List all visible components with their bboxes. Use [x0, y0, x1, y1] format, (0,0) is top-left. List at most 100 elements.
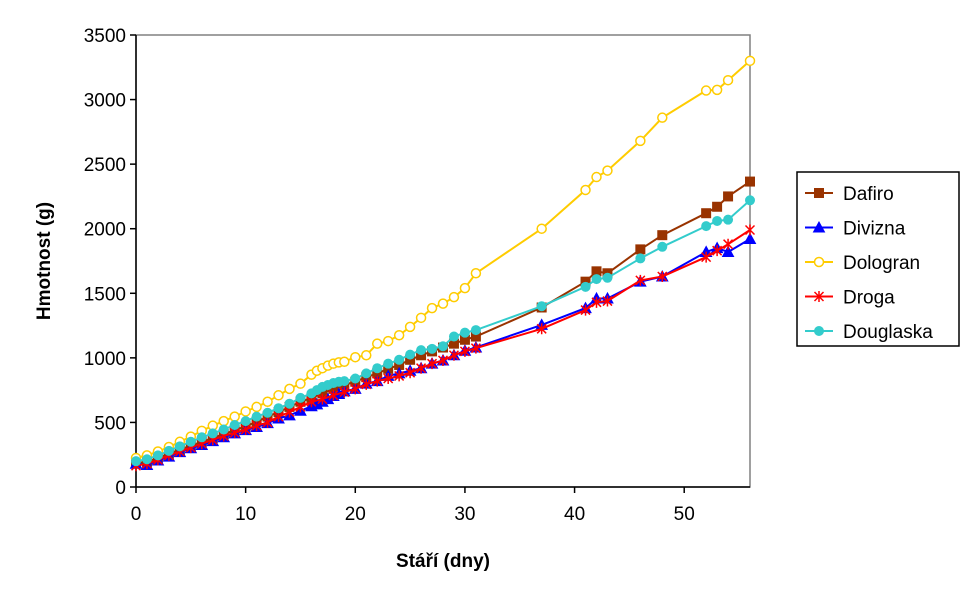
y-tick-label: 1500 [84, 284, 126, 305]
data-point-droga [701, 251, 712, 263]
data-point-droga [405, 367, 416, 379]
data-point-dologran [350, 351, 361, 363]
data-point-douglaska [712, 215, 723, 226]
data-point-droga [416, 362, 427, 374]
legend-label: Dafiro [843, 184, 894, 205]
data-point-droga [427, 358, 438, 370]
data-point-douglaska [427, 343, 438, 354]
series-line-droga [135, 229, 751, 467]
legend-item-dologran: Dologran [805, 253, 920, 274]
x-tick-label: 20 [345, 504, 366, 525]
data-point-douglaska [174, 441, 185, 452]
data-point-douglaska [394, 354, 405, 365]
data-point-droga [602, 295, 613, 307]
data-point-dologran [284, 383, 295, 395]
data-point-dologran [339, 356, 350, 367]
data-point-dafiro [635, 244, 646, 255]
legend-label: Divizna [843, 219, 906, 240]
data-point-dologran [273, 390, 284, 401]
data-point-dologran [426, 302, 438, 314]
data-point-droga [744, 224, 756, 236]
data-point-droga [350, 383, 361, 395]
series-douglaska [131, 195, 755, 467]
data-point-dologran [470, 268, 482, 279]
data-point-dologran [602, 165, 613, 176]
data-point-dologran [448, 291, 460, 303]
data-point-droga [372, 375, 383, 387]
data-point-dologran [711, 84, 723, 96]
data-point-dologran [459, 282, 471, 294]
legend-label: Dologran [843, 253, 920, 274]
data-point-douglaska [196, 432, 207, 443]
data-point-douglaska [131, 456, 141, 467]
legend-marker [813, 256, 825, 268]
data-point-divizna [721, 245, 735, 257]
legend: Dafiro Divizna Dologran Droga Douglaska [796, 171, 960, 347]
data-point-dologran [295, 378, 306, 389]
data-point-dologran [437, 298, 449, 309]
data-point-douglaska [470, 325, 481, 336]
x-tick-label: 30 [454, 504, 475, 525]
y-tick-label: 0 [115, 478, 126, 499]
data-point-dologran [218, 415, 229, 427]
data-point-droga [723, 238, 734, 250]
data-point-dologran [415, 312, 427, 324]
data-point-douglaska [448, 331, 459, 342]
data-point-douglaska [416, 345, 427, 356]
data-point-douglaska [723, 214, 734, 225]
data-point-droga [591, 296, 602, 308]
x-tick-label: 0 [131, 504, 142, 525]
data-point-droga [635, 274, 646, 286]
data-point-droga [448, 349, 459, 361]
data-point-dologran [700, 85, 712, 96]
data-point-dafiro [701, 208, 712, 219]
data-point-droga [317, 393, 328, 405]
x-tick-label: 10 [235, 504, 256, 525]
data-point-droga [437, 354, 449, 366]
data-point-dologran [262, 396, 273, 408]
data-point-dologran [657, 112, 668, 123]
legend-label: Douglaska [843, 322, 933, 343]
data-point-dologran [382, 335, 394, 347]
data-point-droga [580, 304, 591, 316]
legend-marker [812, 220, 826, 233]
plot-area [135, 34, 751, 488]
data-point-douglaska [459, 327, 470, 338]
legend-marker [814, 188, 824, 198]
data-point-droga [470, 342, 481, 354]
legend-label: Droga [843, 288, 895, 309]
data-point-douglaska [635, 253, 646, 264]
data-point-douglaska [657, 241, 668, 252]
data-point-douglaska [207, 428, 218, 439]
data-point-dologran [361, 350, 372, 361]
data-point-dologran [722, 74, 734, 86]
y-tick-label: 2500 [84, 155, 126, 176]
data-point-douglaska [163, 445, 174, 456]
y-tick-label: 3500 [84, 26, 126, 47]
data-point-douglaska [218, 424, 229, 435]
legend-item-droga: Droga [805, 288, 895, 309]
data-point-droga [262, 416, 273, 428]
data-point-dologran [251, 401, 262, 413]
data-point-droga [251, 420, 262, 432]
data-point-douglaska [361, 368, 372, 379]
data-point-droga [712, 245, 723, 257]
y-axis-title: Hmotnost (g) [34, 202, 55, 320]
y-tick-label: 1000 [84, 349, 126, 370]
legend-box [796, 171, 960, 347]
data-point-dologran [591, 171, 602, 183]
data-point-douglaska [438, 341, 448, 352]
series-dologran [130, 55, 756, 464]
data-point-dologran [240, 406, 251, 417]
data-point-douglaska [591, 274, 602, 285]
legend-item-dafiro: Dafiro [805, 184, 894, 205]
data-point-droga [459, 345, 470, 357]
data-point-douglaska [229, 420, 240, 431]
data-point-douglaska [405, 349, 416, 360]
legend-item-douglaska: Douglaska [805, 322, 933, 343]
data-point-douglaska [580, 281, 591, 292]
data-point-dologran [635, 135, 646, 147]
data-point-dologran [404, 321, 416, 333]
